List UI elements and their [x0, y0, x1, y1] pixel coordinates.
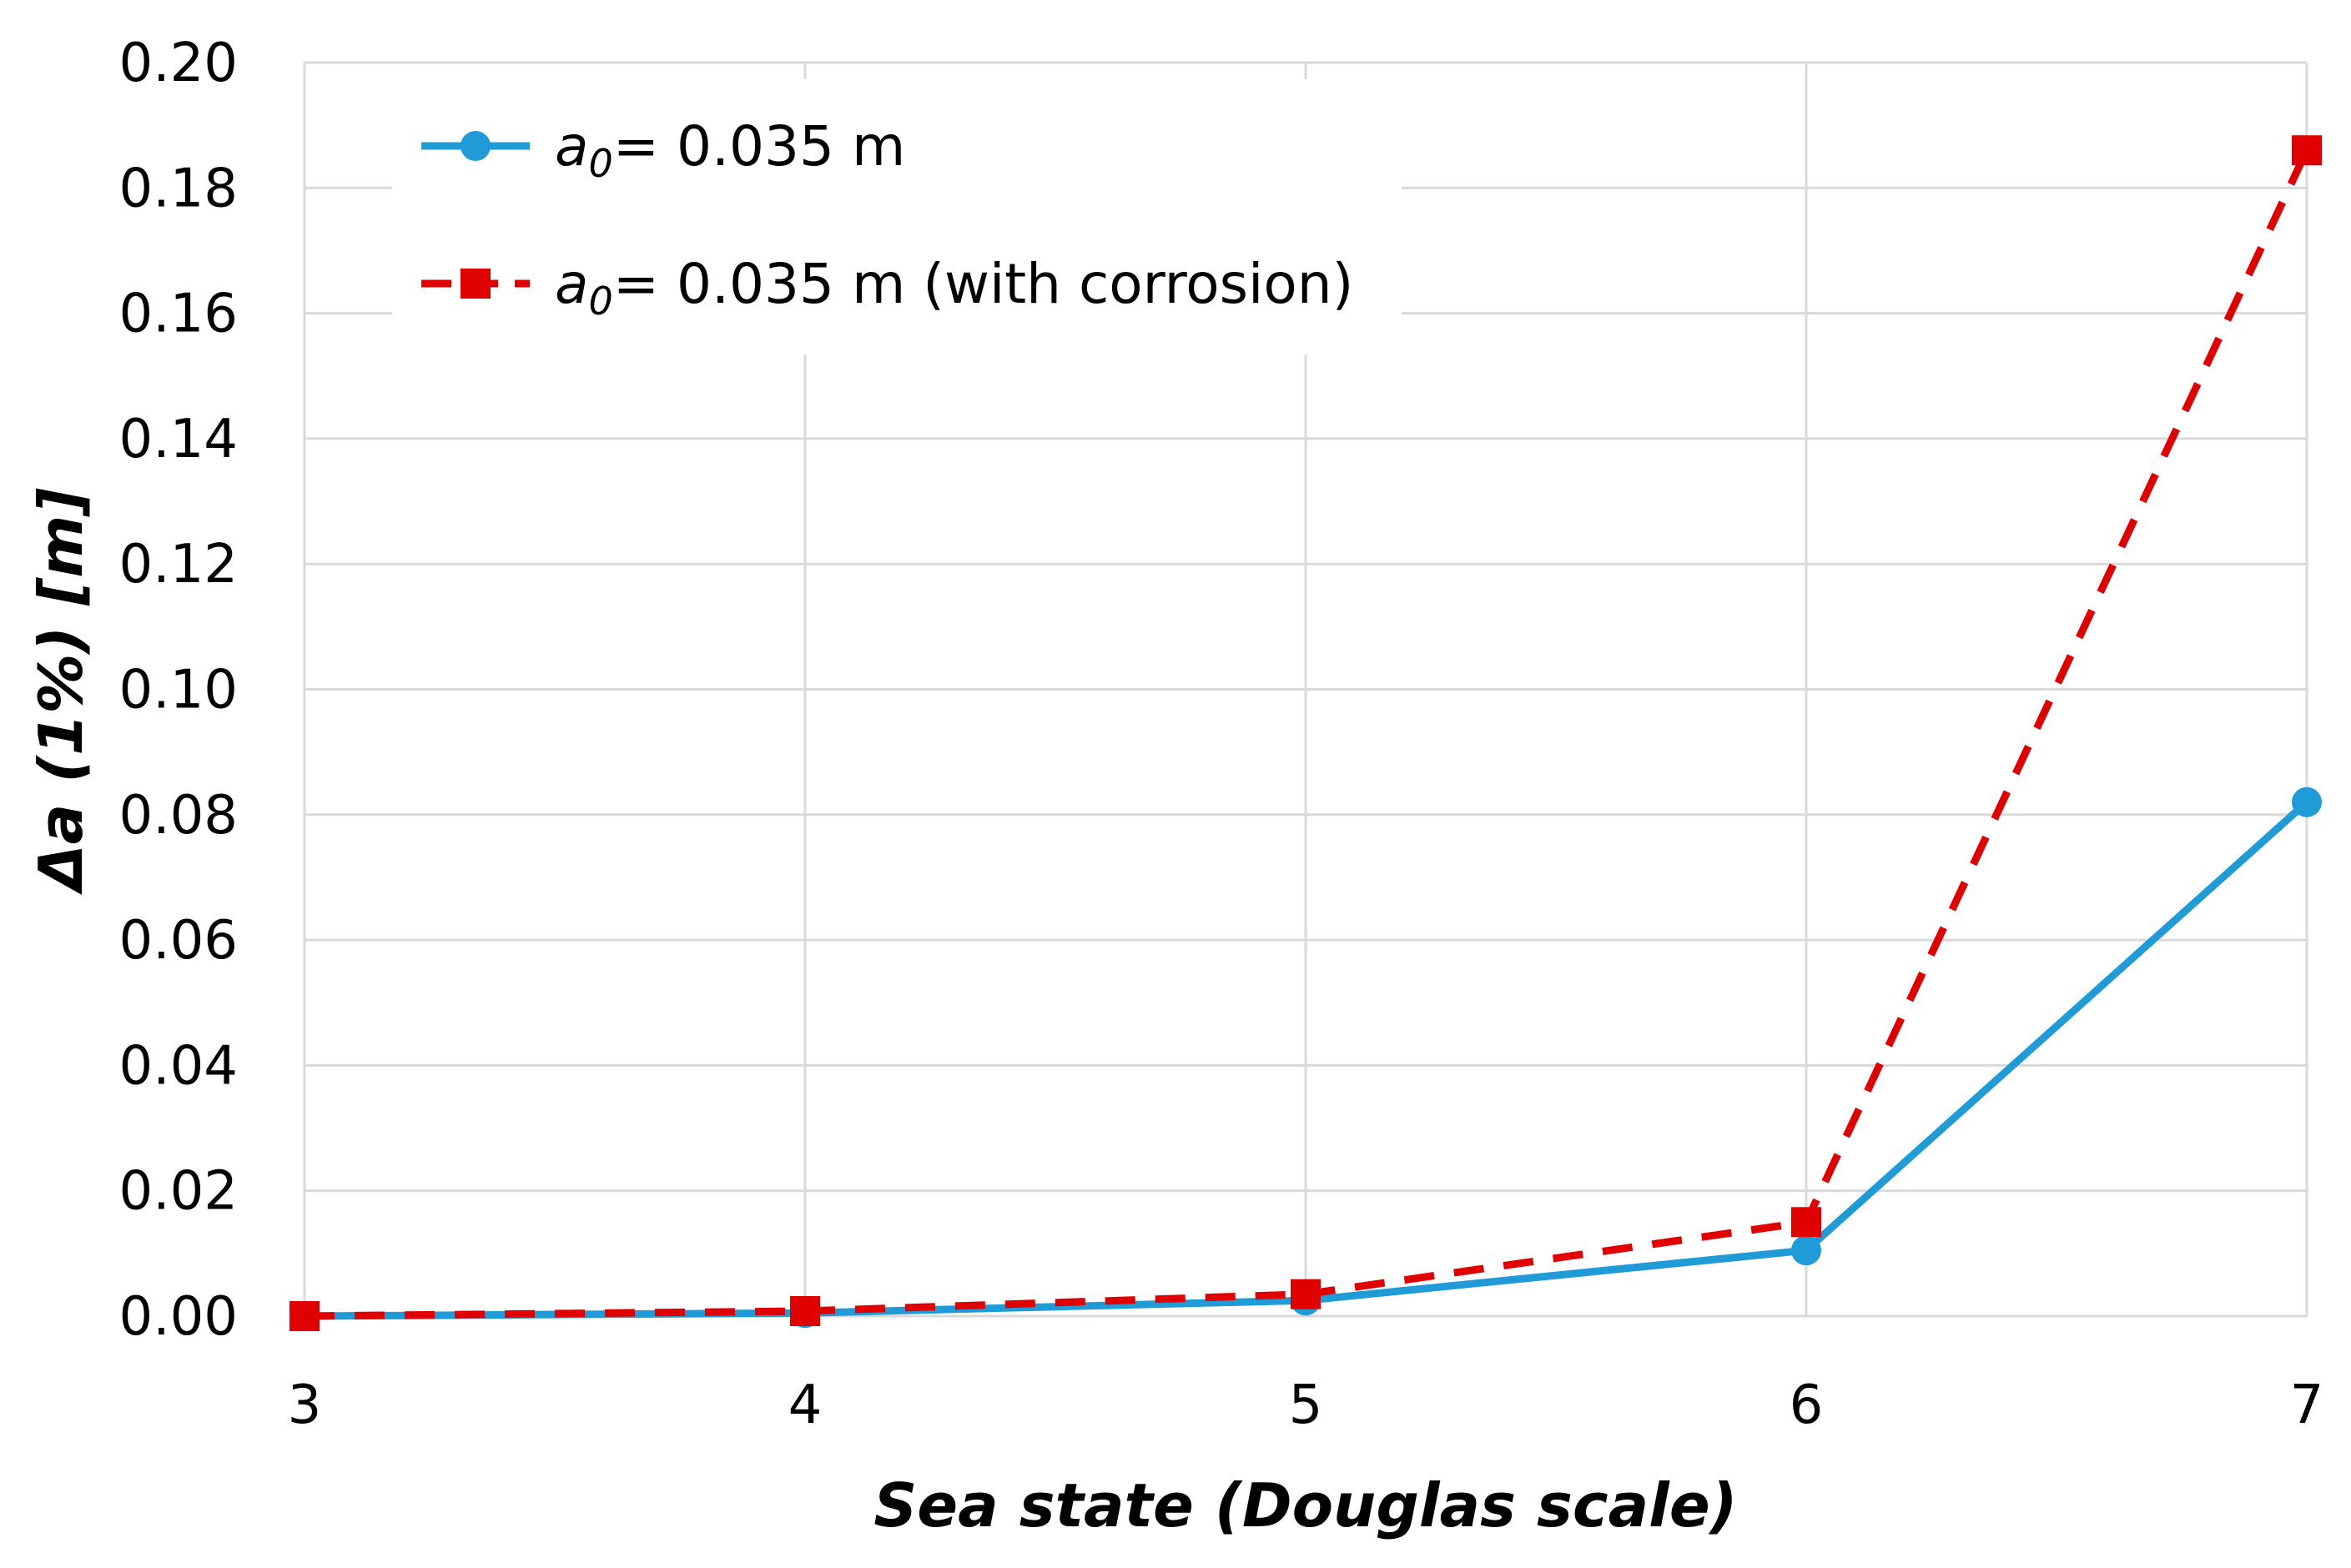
y-tick-label: 0.04: [119, 1035, 239, 1097]
y-tick-label: 0.08: [119, 785, 239, 847]
y-tick-label: 0.16: [119, 284, 239, 345]
x-axis-title: Sea state (Douglas scale): [873, 1470, 1737, 1540]
y-tick-label: 0.20: [119, 33, 239, 94]
series-1-point: [1791, 1235, 1821, 1266]
series-2-point: [289, 1301, 320, 1331]
x-tick-label: 6: [1790, 1375, 1824, 1436]
x-tick-label: 3: [288, 1375, 322, 1436]
y-axis-title: Δa (1%) [m]: [26, 488, 96, 895]
series-lines: [289, 135, 2322, 1331]
y-tick-label: 0.00: [119, 1286, 239, 1348]
series-2-point: [1291, 1279, 1321, 1309]
x-tick-label: 5: [1289, 1375, 1323, 1436]
series-2-point: [2292, 135, 2322, 166]
series-2-point: [1791, 1207, 1821, 1238]
y-tick-label: 0.12: [119, 534, 239, 596]
x-tick-label: 7: [2290, 1375, 2324, 1436]
x-tick-label: 4: [788, 1375, 823, 1436]
y-tick-label: 0.10: [119, 660, 239, 721]
y-tick-label: 0.14: [119, 409, 239, 470]
legend-marker-2: [461, 269, 491, 299]
legend-label-2: a0= 0.035 m (with corrosion): [555, 252, 1353, 324]
legend-marker-1: [461, 131, 491, 161]
y-tick-label: 0.02: [119, 1161, 239, 1223]
series-1-point: [2292, 787, 2322, 817]
x-axis-ticks: 3 4 5 6 7: [288, 1375, 2324, 1436]
y-axis-ticks: 0.00 0.02 0.04 0.06 0.08 0.10 0.12 0.14 0.16 0.18…: [119, 33, 239, 1348]
gridlines: [303, 61, 2308, 1318]
legend: a0= 0.035 m a0= 0.035 m (with corrosion): [392, 79, 1402, 354]
series-2-point: [790, 1295, 820, 1326]
y-tick-label: 0.06: [119, 910, 239, 972]
legend-background: [392, 79, 1402, 354]
y-tick-label: 0.18: [119, 158, 239, 219]
legend-label-1: a0= 0.035 m: [555, 114, 905, 186]
